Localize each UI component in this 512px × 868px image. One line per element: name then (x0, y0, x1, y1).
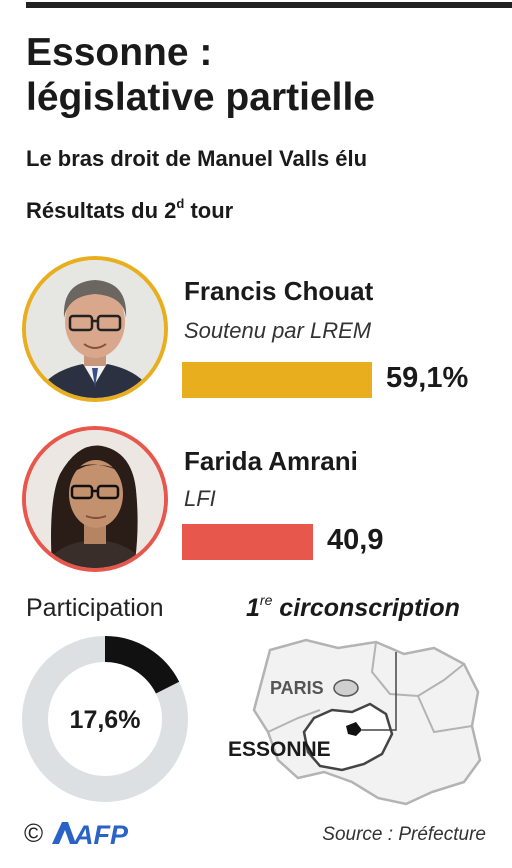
candidate-1-party: Soutenu par LREM (184, 318, 372, 343)
candidate-2-portrait (22, 426, 168, 572)
title-line-2: législative partielle (26, 76, 376, 119)
donut-slice-participation (104, 636, 180, 694)
map-title-prefix: 1 (246, 594, 260, 622)
essonne-shape (302, 702, 394, 772)
essonne-map: PARIS ESSONNE (228, 638, 482, 806)
man-portrait-icon (26, 260, 164, 398)
round-suffix: tour (184, 198, 234, 223)
afp-logo-text: AFP (73, 820, 128, 848)
essonne-label: ESSONNE (228, 738, 331, 761)
top-rule (26, 2, 512, 8)
paris-shape (333, 679, 359, 697)
department-border (370, 641, 465, 698)
department-border-east (417, 695, 473, 734)
map-title-sup: re (259, 592, 273, 608)
source-note: Source : Préfecture (322, 824, 486, 845)
department-border-west (267, 709, 321, 733)
bar-candidate-2 (182, 524, 313, 560)
candidate-1-name: Francis Chouat (184, 276, 374, 306)
constituency-shape (346, 722, 362, 736)
candidate-2-party: LFI (184, 486, 216, 511)
round-heading: Résultats du 2d tour (26, 196, 234, 224)
map-title: 1re circonscription (246, 592, 460, 623)
paris-label: PARIS (270, 678, 324, 698)
copyright-symbol: © (24, 818, 44, 848)
donut-value-label: 17,6% (70, 706, 141, 734)
round-prefix: Résultats du 2 (26, 198, 177, 223)
woman-portrait-icon (26, 430, 164, 568)
bar-label-candidate-1: 59,1% (386, 362, 469, 394)
afp-logo: AFP (52, 820, 128, 848)
bar-candidate-1 (182, 362, 372, 398)
candidate-1-portrait (22, 256, 168, 402)
bar-label-candidate-2: 40,9 (327, 524, 384, 556)
participation-donut: 17,6% (22, 636, 188, 802)
page-title: Essonne : législative partielle (26, 30, 496, 120)
title-line-1: Essonne : (26, 31, 213, 74)
subtitle: Le bras droit de Manuel Valls élu (26, 146, 368, 171)
participation-title: Participation (26, 594, 164, 622)
leader-line (362, 652, 397, 731)
round-sup: d (176, 196, 185, 211)
map-title-suffix: circonscription (272, 594, 460, 622)
candidate-2-name: Farida Amrani (184, 446, 358, 476)
